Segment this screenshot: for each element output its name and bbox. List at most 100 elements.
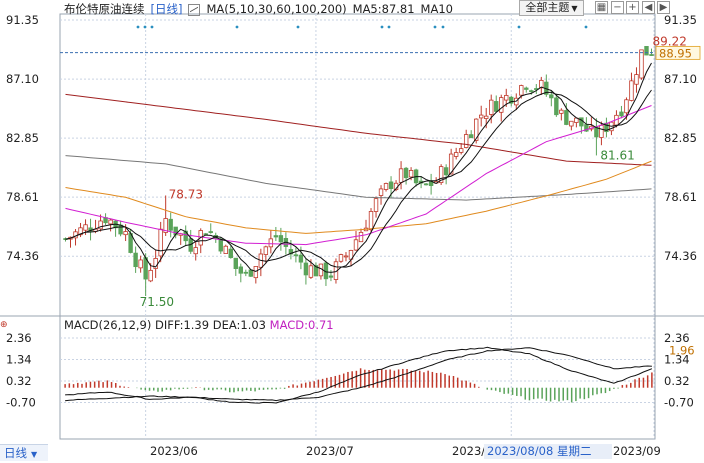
candle-body bbox=[218, 238, 223, 252]
candle-body bbox=[293, 254, 299, 257]
right-price-tick: 87.10 bbox=[664, 72, 697, 86]
candle-body bbox=[489, 99, 494, 115]
candle-body bbox=[403, 167, 409, 179]
candle-body bbox=[423, 183, 429, 186]
ma60-line bbox=[65, 160, 652, 234]
period-tag[interactable]: [日线] bbox=[150, 2, 183, 16]
candle-body bbox=[453, 152, 459, 157]
candle-body bbox=[549, 94, 554, 99]
event-dot bbox=[235, 25, 239, 29]
candle-body bbox=[509, 96, 514, 104]
period-tab-label: 日线 bbox=[4, 446, 27, 460]
candle-body bbox=[328, 275, 334, 278]
event-dot bbox=[387, 25, 391, 29]
last-price-label: 88.95 bbox=[659, 46, 692, 60]
candle-body bbox=[524, 87, 529, 90]
nav-left-icon[interactable]: ◀ bbox=[642, 1, 655, 14]
candle-body bbox=[168, 218, 173, 231]
x-tick-label: 2023/06 bbox=[150, 444, 198, 458]
candle-body bbox=[233, 257, 238, 269]
candle-body bbox=[263, 246, 269, 255]
grid-icon[interactable]: ▦ bbox=[595, 1, 608, 14]
candle-body bbox=[519, 85, 524, 96]
candle-body bbox=[629, 80, 634, 101]
candle-body bbox=[473, 118, 479, 141]
candle-body bbox=[619, 111, 624, 117]
period-tab[interactable]: 日线 ▼ bbox=[0, 444, 48, 461]
candle-body bbox=[298, 254, 304, 263]
candle-body bbox=[268, 238, 274, 248]
candle-body bbox=[238, 266, 244, 274]
event-dot bbox=[380, 25, 384, 29]
candle-body bbox=[443, 167, 449, 176]
left-macd-tick: 1.34 bbox=[6, 352, 32, 366]
candle-body bbox=[248, 269, 254, 277]
candle-body bbox=[353, 239, 359, 251]
pane-marker-icon: ⊕ bbox=[0, 320, 8, 330]
nav-right-icon[interactable]: ▶ bbox=[657, 1, 670, 14]
candle-body bbox=[624, 99, 629, 114]
candle-body bbox=[83, 224, 88, 231]
candle-body bbox=[644, 46, 649, 56]
ma-indicator-icon[interactable] bbox=[188, 4, 201, 16]
candle-body bbox=[338, 254, 344, 262]
candle-body bbox=[133, 252, 138, 268]
event-dot bbox=[441, 25, 445, 29]
ma-params[interactable]: MA(5,10,30,60,100,200) bbox=[206, 2, 347, 16]
candle-body bbox=[499, 97, 504, 113]
event-dot bbox=[584, 25, 588, 29]
candle-body bbox=[559, 109, 564, 114]
candle-body bbox=[163, 218, 168, 233]
candle-body bbox=[458, 148, 464, 153]
candle-body bbox=[78, 227, 83, 236]
candle-body bbox=[243, 271, 249, 274]
candle-body bbox=[448, 153, 454, 175]
candle-body bbox=[634, 74, 639, 85]
theme-select-button[interactable]: 全部主题 ▼ bbox=[519, 0, 584, 16]
plus-icon[interactable]: + bbox=[626, 1, 639, 14]
left-price-tick: 87.10 bbox=[6, 72, 39, 86]
macd-params[interactable]: MACD(26,12,9) bbox=[64, 318, 152, 332]
right-price-tick: 82.85 bbox=[664, 131, 697, 145]
right-price-tick: 78.61 bbox=[664, 190, 697, 204]
candle-body bbox=[378, 188, 384, 196]
low-annotation-aug: 81.61 bbox=[600, 148, 634, 162]
candle-body bbox=[479, 114, 484, 119]
candle-body bbox=[98, 220, 103, 230]
minus-icon[interactable]: − bbox=[611, 1, 624, 14]
ma30-line bbox=[65, 105, 652, 246]
candle-body bbox=[529, 90, 534, 93]
candle-body bbox=[504, 95, 509, 101]
candle-body bbox=[273, 235, 279, 238]
candle-body bbox=[358, 231, 364, 243]
candle-body bbox=[398, 168, 404, 183]
right-price-tick: 91.35 bbox=[664, 13, 697, 27]
ma5-line bbox=[65, 62, 652, 273]
chevron-down-icon: ▼ bbox=[571, 4, 578, 13]
candle-body bbox=[208, 231, 213, 233]
cursor-label-bg bbox=[484, 444, 612, 459]
diff-line bbox=[65, 346, 653, 404]
candle-body bbox=[539, 79, 544, 89]
left-price-tick: 91.35 bbox=[6, 13, 39, 27]
candle-body bbox=[564, 110, 569, 125]
macd-diff: DIFF:1.39 bbox=[155, 318, 210, 332]
candle-body bbox=[288, 249, 294, 255]
x-tick-label: 2023/09 bbox=[613, 444, 661, 458]
event-dot bbox=[143, 25, 147, 29]
candle-body bbox=[313, 265, 319, 277]
candle-body bbox=[408, 169, 414, 178]
candle-body bbox=[138, 259, 143, 269]
candle-body bbox=[203, 233, 208, 236]
chart-header-legend: 布伦特原油连续 [日线] MA(5,10,30,60,100,200) MA5:… bbox=[64, 1, 453, 17]
event-dot bbox=[150, 25, 154, 29]
candle-body bbox=[118, 224, 123, 235]
candle-body bbox=[468, 134, 474, 139]
candle-body bbox=[228, 248, 233, 259]
macd-value: MACD:0.71 bbox=[269, 318, 334, 332]
event-dot bbox=[517, 25, 521, 29]
plot-frame bbox=[59, 13, 656, 440]
low-annotation-jun: 71.50 bbox=[140, 295, 174, 309]
theme-select-label: 全部主题 bbox=[525, 1, 570, 14]
